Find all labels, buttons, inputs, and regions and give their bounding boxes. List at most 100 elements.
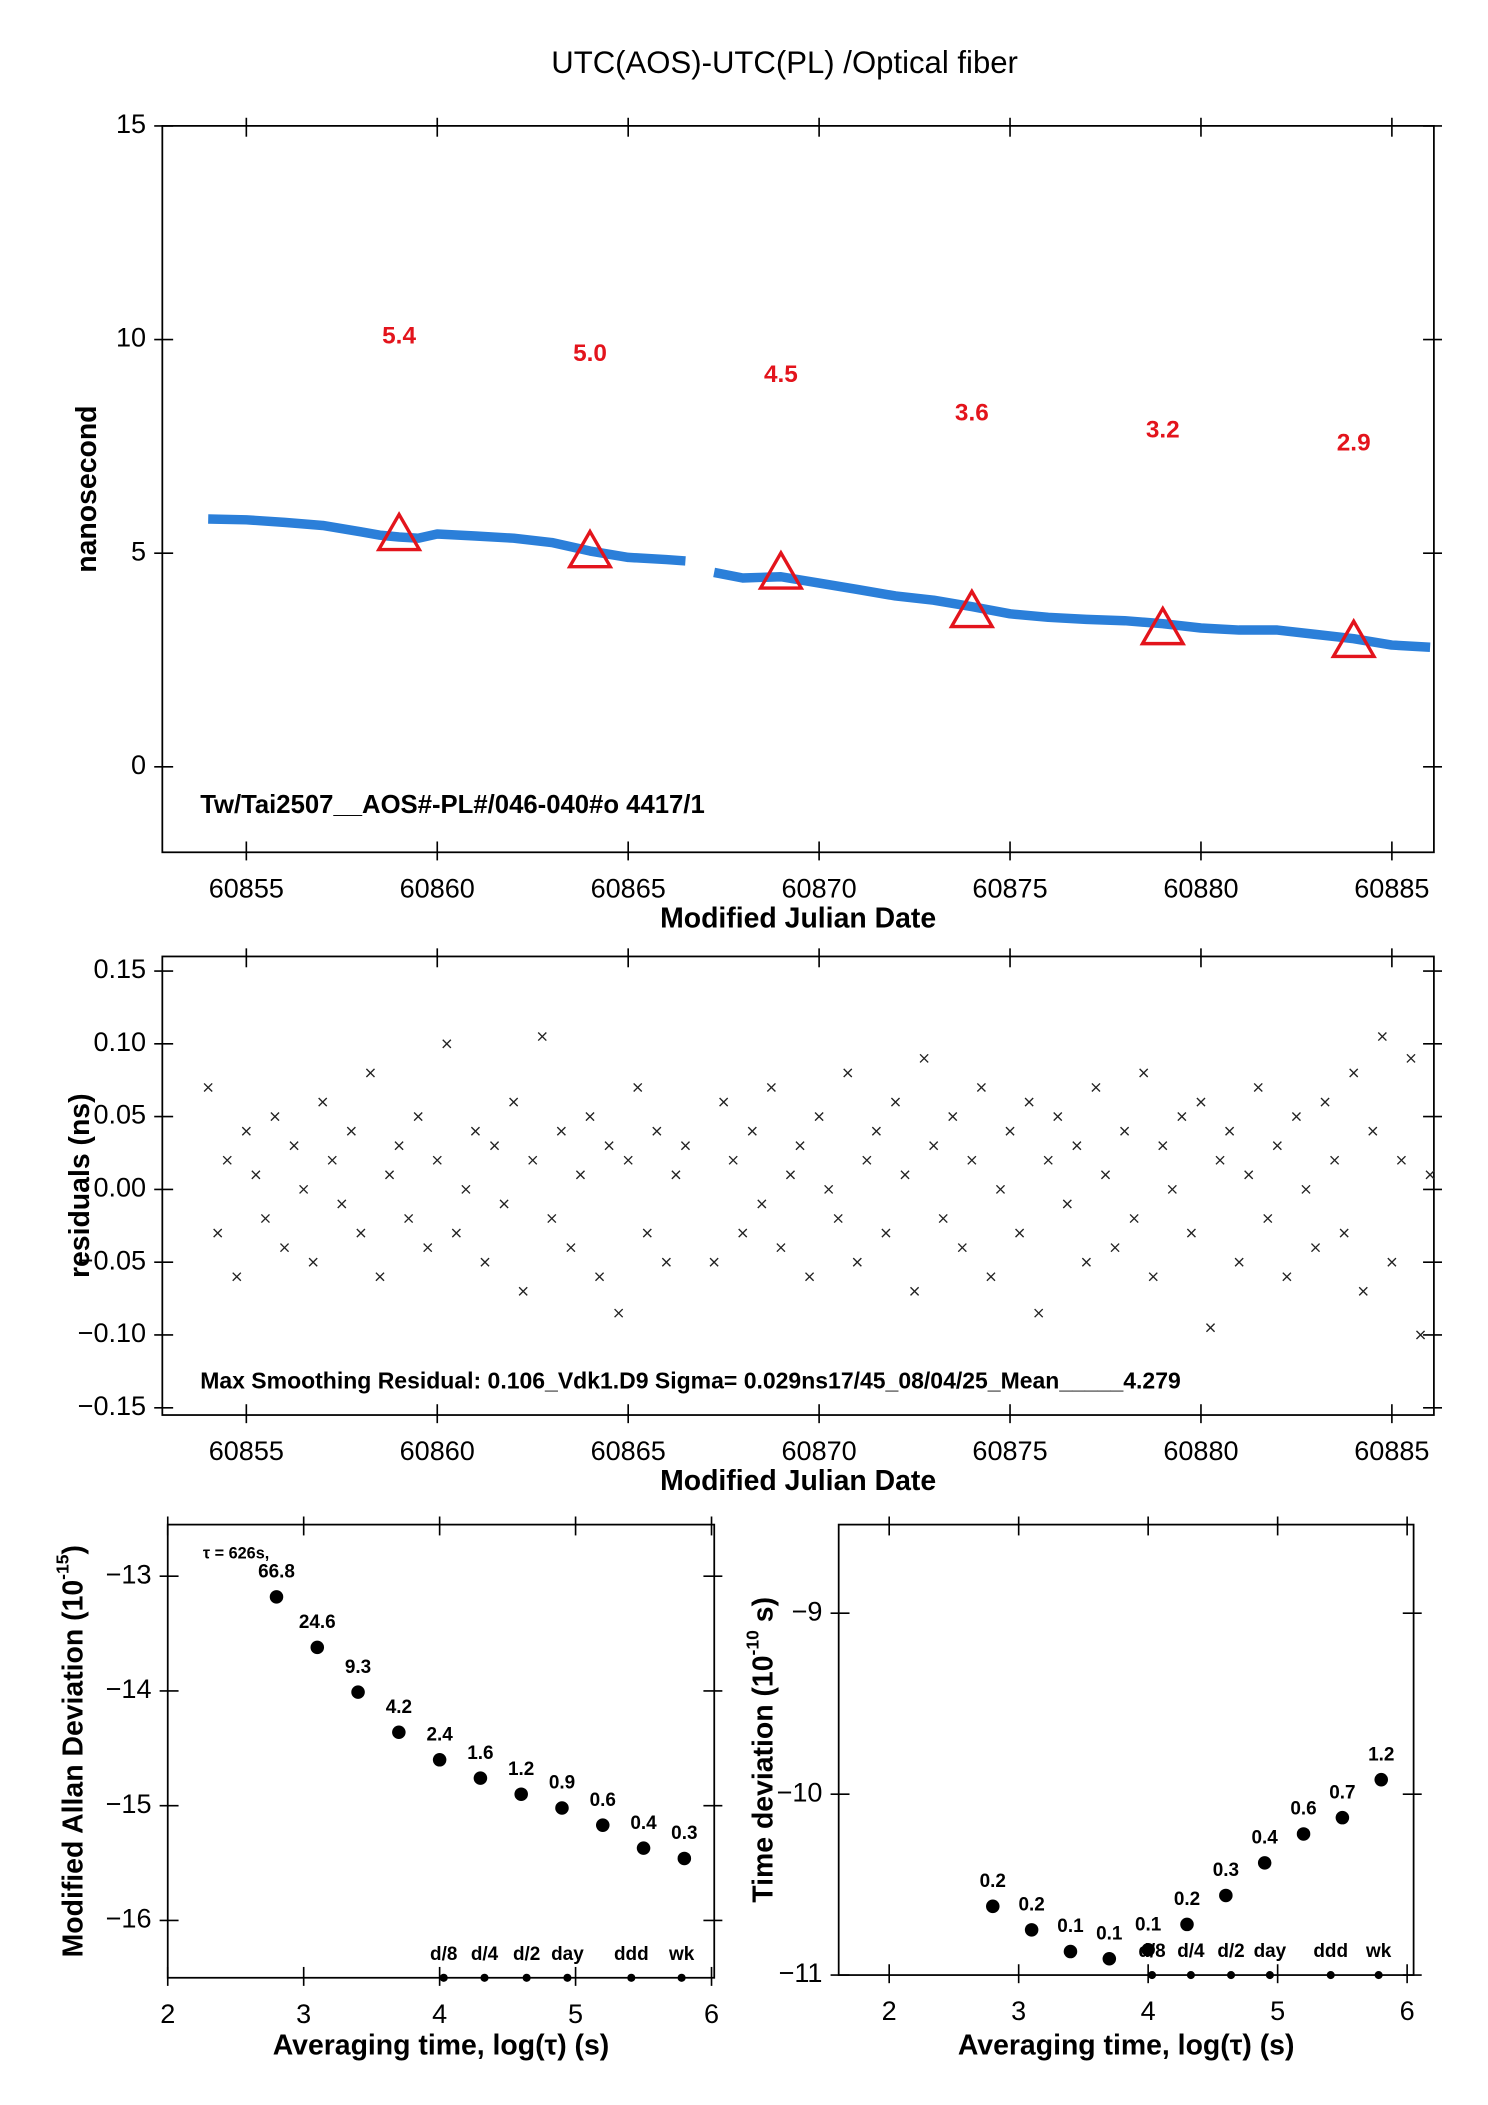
triangle-marker bbox=[1139, 605, 1186, 646]
point bbox=[241, 1126, 251, 1136]
point bbox=[392, 1725, 406, 1740]
point bbox=[299, 1184, 309, 1194]
point bbox=[871, 1126, 881, 1136]
point bbox=[1320, 1097, 1330, 1107]
point bbox=[1257, 1856, 1272, 1870]
point bbox=[1177, 1112, 1187, 1122]
point bbox=[1141, 1942, 1155, 1957]
point bbox=[1396, 1155, 1406, 1165]
x-tick-label: 6 bbox=[1400, 1996, 1415, 2026]
point bbox=[270, 1112, 280, 1122]
point bbox=[805, 1272, 815, 1282]
x-axis-label: Modified Julian Date bbox=[660, 902, 936, 934]
point-label: 1.2 bbox=[1368, 1744, 1394, 1765]
point bbox=[365, 1068, 375, 1078]
point bbox=[1219, 1888, 1233, 1903]
point-label: 0.3 bbox=[671, 1823, 697, 1844]
annotation: Max Smoothing Residual: 0.106_Vdk1.D9 Si… bbox=[200, 1368, 1181, 1394]
point bbox=[537, 1031, 547, 1042]
point bbox=[1272, 1141, 1282, 1151]
point bbox=[404, 1213, 414, 1224]
x-tick-label: 60870 bbox=[782, 1436, 857, 1466]
point bbox=[1330, 1155, 1340, 1165]
x-tick-label: 5 bbox=[1270, 1996, 1285, 2026]
point-label: 1.6 bbox=[467, 1743, 493, 1764]
point-label: 0.9 bbox=[549, 1773, 575, 1794]
point bbox=[1368, 1126, 1378, 1136]
point-label: 0.1 bbox=[1057, 1916, 1083, 1937]
point bbox=[1015, 1228, 1025, 1238]
point bbox=[814, 1112, 824, 1122]
period-marker bbox=[627, 1973, 636, 1982]
y-tick-label: −0.15 bbox=[78, 1391, 146, 1421]
point-label: 0.2 bbox=[980, 1871, 1006, 1892]
point bbox=[394, 1141, 404, 1151]
point bbox=[555, 1801, 569, 1815]
point bbox=[910, 1286, 920, 1296]
y-axis-label: Modified Allan Deviation (10-15) bbox=[52, 1545, 89, 1957]
point bbox=[585, 1112, 595, 1122]
point bbox=[1100, 1170, 1111, 1180]
point bbox=[677, 1851, 692, 1866]
point bbox=[260, 1213, 270, 1224]
y-axis-label-exp: -15 bbox=[52, 1554, 72, 1580]
point bbox=[719, 1097, 729, 1107]
point bbox=[1005, 1126, 1015, 1136]
point-label: 4.2 bbox=[386, 1697, 412, 1718]
point bbox=[1253, 1082, 1263, 1093]
x-tick-label: 6 bbox=[704, 1999, 719, 2029]
point bbox=[432, 1753, 447, 1767]
point-label: 66.8 bbox=[258, 1562, 295, 1583]
point bbox=[346, 1126, 356, 1136]
point bbox=[1167, 1184, 1177, 1194]
annotation: Tw/Tai2507__AOS#-PL#/046-040#o 4417/1 bbox=[200, 791, 705, 819]
point bbox=[596, 1818, 610, 1832]
point bbox=[1186, 1228, 1196, 1238]
period-label: day bbox=[1254, 1941, 1287, 1962]
y-tick-label: −15 bbox=[106, 1789, 152, 1819]
point bbox=[1053, 1112, 1063, 1122]
triangle-marker bbox=[948, 587, 996, 629]
point bbox=[1081, 1257, 1091, 1267]
y-axis-label: Time deviation (10-10 s) bbox=[742, 1597, 779, 1903]
point bbox=[310, 1640, 325, 1655]
y-axis-label-end: s) bbox=[747, 1597, 779, 1630]
point bbox=[423, 1243, 433, 1253]
y-tick-label: −14 bbox=[106, 1674, 152, 1704]
marker-label: 3.6 bbox=[955, 400, 989, 427]
y-tick-label: 15 bbox=[116, 109, 146, 139]
point bbox=[623, 1155, 633, 1165]
x-tick-label: 3 bbox=[296, 1999, 311, 2029]
point-label: 0.3 bbox=[1213, 1860, 1239, 1881]
x-tick-label: 60885 bbox=[1354, 1436, 1429, 1466]
y-tick-label: 0.00 bbox=[93, 1173, 146, 1203]
point-label: 2.4 bbox=[426, 1724, 453, 1745]
x-tick-label: 4 bbox=[432, 1999, 447, 2029]
point bbox=[1244, 1170, 1254, 1180]
point-label: 0.1 bbox=[1096, 1923, 1122, 1944]
period-label: d/8 bbox=[430, 1944, 457, 1965]
point bbox=[1234, 1257, 1244, 1267]
period-label: wk bbox=[1365, 1941, 1392, 1962]
point-label: 0.7 bbox=[1329, 1782, 1355, 1803]
point-label: 0.2 bbox=[1018, 1894, 1044, 1915]
point bbox=[833, 1213, 843, 1224]
period-marker bbox=[1265, 1971, 1274, 1980]
x-tick-label: 60870 bbox=[782, 873, 857, 903]
point bbox=[442, 1039, 452, 1049]
point-label: 0.4 bbox=[630, 1813, 657, 1834]
marker-label: 5.0 bbox=[573, 340, 607, 367]
triangle-marker bbox=[375, 511, 423, 552]
y-tick-label: 0 bbox=[131, 750, 146, 780]
y-tick-label: −0.10 bbox=[78, 1318, 146, 1348]
point bbox=[1129, 1213, 1139, 1224]
x-tick-label: 60880 bbox=[1163, 1436, 1238, 1466]
point bbox=[636, 1841, 651, 1855]
x-tick-label: 60875 bbox=[972, 1436, 1047, 1466]
y-axis-label-text: Modified Allan Deviation (10 bbox=[57, 1580, 89, 1958]
y-axis-label: nanosecond bbox=[70, 405, 102, 572]
y-tick-label: −11 bbox=[779, 1958, 823, 1988]
y-tick-label: 0.15 bbox=[93, 954, 146, 984]
point bbox=[499, 1199, 509, 1209]
